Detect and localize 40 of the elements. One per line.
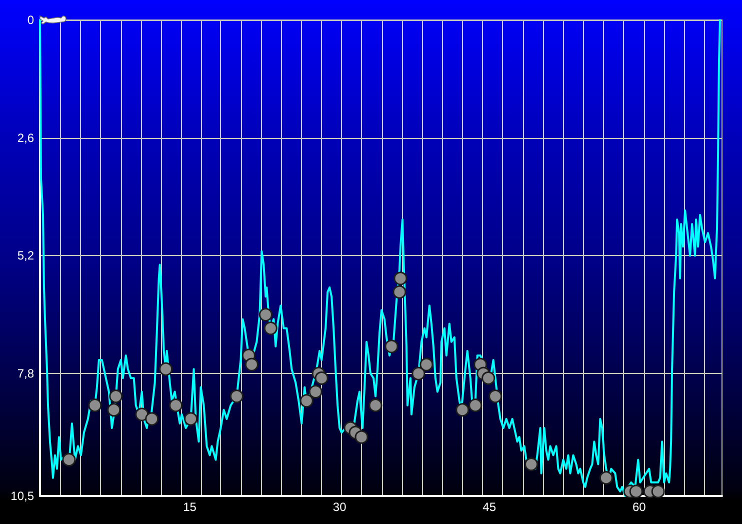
point <box>258 308 272 322</box>
y-tick-label: 0 <box>27 13 34 27</box>
point <box>599 471 613 485</box>
point <box>88 398 102 412</box>
point <box>300 394 314 408</box>
x-tick-label: 15 <box>183 500 197 514</box>
y-tick-label: 10,5 <box>10 489 34 503</box>
point <box>145 412 159 426</box>
point <box>368 398 382 412</box>
point <box>394 272 408 286</box>
point <box>468 398 482 412</box>
point <box>488 390 502 404</box>
y-tick-label: 5,2 <box>17 248 34 263</box>
point <box>651 484 665 498</box>
point <box>482 371 496 385</box>
point <box>308 384 322 398</box>
point <box>392 285 406 299</box>
point <box>169 398 183 412</box>
y-tick-label: 2,6 <box>17 130 34 145</box>
point <box>412 366 426 380</box>
point <box>230 390 244 404</box>
x-tick-label: 45 <box>482 500 496 514</box>
x-tick-label: 60 <box>632 500 646 514</box>
point <box>159 362 173 376</box>
x-tick-label: 30 <box>332 500 347 514</box>
point <box>629 484 643 498</box>
point <box>524 458 538 472</box>
point <box>184 412 198 426</box>
point <box>107 403 121 417</box>
point <box>456 403 470 417</box>
point <box>244 358 258 372</box>
point <box>62 452 76 466</box>
point <box>264 322 278 336</box>
point <box>420 358 434 372</box>
point <box>135 408 149 422</box>
point <box>354 430 368 444</box>
point <box>384 340 398 354</box>
point <box>109 390 123 404</box>
y-tick-label: 7,8 <box>17 366 34 381</box>
point <box>314 371 328 385</box>
